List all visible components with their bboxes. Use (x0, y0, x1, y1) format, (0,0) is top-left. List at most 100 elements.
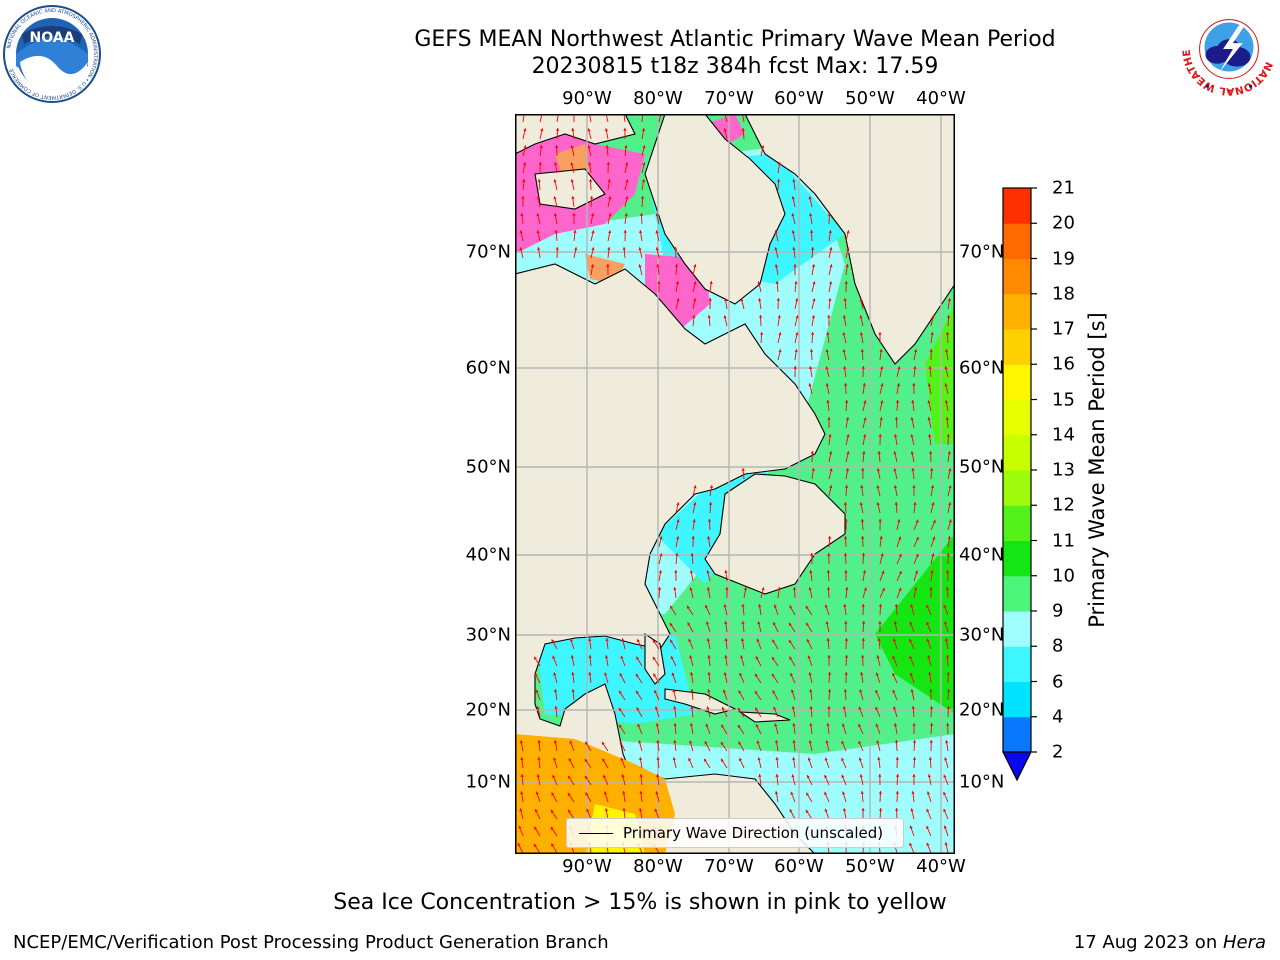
wave-arrow-head (929, 740, 933, 743)
colorbar-tick-label: 6 (1052, 671, 1064, 692)
wave-arrow-head (675, 281, 680, 285)
wave-arrow-head (842, 706, 847, 710)
wave-arrow-head (898, 570, 902, 575)
wave-arrow-head (740, 298, 744, 302)
wave-arrow-head (894, 417, 899, 420)
wave-arrow-head (845, 417, 850, 421)
colorbar-segment (1003, 258, 1031, 295)
wave-arrow-head (707, 519, 712, 522)
wave-arrow-head (861, 621, 866, 624)
wave-arrow-head (686, 605, 690, 609)
wave-arrow-head (771, 656, 775, 661)
wave-arrow-head (893, 706, 897, 710)
wave-arrow-head (519, 808, 523, 812)
wave-arrow-head (570, 179, 574, 183)
wave-arrow-head (809, 366, 813, 370)
wave-arrow-head (656, 757, 660, 760)
wave-arrow-head (861, 536, 865, 539)
wave-arrow-head (795, 298, 799, 302)
wave-arrow-head (571, 128, 575, 132)
lon-label: 70°W (704, 88, 754, 109)
wave-arrow-head (791, 706, 796, 710)
wave-arrow-head (623, 128, 627, 131)
wave-arrow-head (944, 621, 948, 625)
wave-arrow-head (824, 604, 828, 608)
wave-arrow-head (725, 587, 729, 590)
wave-arrow-head (808, 196, 812, 200)
wave-arrow-head (931, 502, 935, 506)
wave-arrow-head (569, 638, 574, 642)
lon-label: 40°W (916, 88, 966, 109)
wave-arrow-head (792, 179, 796, 183)
wave-arrow-head (944, 757, 948, 761)
wave-arrow-head (554, 706, 558, 709)
wave-arrow-head (693, 264, 697, 268)
wave-arrow-head (625, 162, 629, 166)
wave-arrow-head (863, 400, 867, 404)
period-region-10-11s (875, 534, 955, 714)
wave-arrow-head (602, 758, 606, 762)
wave-arrow-head (894, 502, 898, 505)
wave-arrow-head (520, 213, 524, 217)
wave-arrow-head (809, 349, 814, 352)
colorbar-segment (1003, 434, 1031, 471)
wave-arrow-head (534, 656, 538, 660)
wave-arrow-head (893, 468, 897, 472)
noaa-logo-text: NOAA (30, 30, 75, 46)
wave-arrow-head (523, 145, 527, 149)
wave-arrow-head (795, 332, 799, 336)
wave-arrow-head (843, 366, 847, 370)
wave-arrow-head (608, 196, 612, 200)
wave-arrow-head (842, 808, 847, 812)
wave-arrow-head (825, 740, 829, 744)
colorbar-tick-label: 21 (1052, 177, 1075, 199)
wave-arrow-head (689, 655, 693, 659)
wave-arrow-head (844, 672, 848, 675)
lon-label: 60°W (774, 88, 824, 109)
wave-arrow-head (604, 655, 609, 659)
wave-arrow-head (859, 332, 864, 336)
wave-arrow-head (601, 741, 605, 746)
wave-arrow-head (829, 451, 833, 455)
wave-arrow-head (776, 179, 781, 182)
wave-arrow-head (690, 689, 694, 692)
wave-arrow-head (707, 315, 711, 318)
wave-arrow-head (757, 757, 761, 761)
wave-arrow-head (875, 706, 879, 711)
wave-arrow-head (927, 417, 931, 421)
wave-arrow-head (912, 774, 916, 777)
wave-arrow-head (690, 706, 694, 709)
wave-arrow-head (861, 638, 866, 641)
wave-arrow-head (825, 366, 829, 370)
wave-arrow-head (945, 332, 950, 335)
wave-arrow-head (878, 808, 883, 811)
wave-arrow-head (772, 690, 776, 694)
wave-arrow-head (758, 298, 762, 302)
wave-arrow-head (772, 622, 776, 626)
wave-arrow-head (523, 128, 527, 132)
wave-arrow-head (893, 723, 898, 727)
wave-arrow-head (693, 502, 697, 506)
wave-arrow-head (895, 791, 900, 794)
wave-arrow-head (604, 128, 609, 132)
colorbar-label: Primary Wave Mean Period [s] (1085, 312, 1109, 628)
wave-arrow-head (606, 162, 610, 165)
wave-arrow-head (670, 639, 674, 643)
wave-arrow-head (893, 485, 898, 489)
wave-arrow-head (619, 741, 623, 745)
wave-arrow-head (550, 809, 554, 814)
wave-arrow-head (642, 162, 646, 166)
wave-arrow-head (570, 655, 574, 659)
wave-arrow-head (777, 587, 781, 591)
wave-arrow-head (861, 553, 866, 556)
wave-arrow (658, 114, 662, 123)
wave-arrow-head (858, 740, 862, 745)
wave-arrow-head (571, 196, 575, 200)
colorbar-segment (1003, 611, 1031, 647)
wave-arrow-head (657, 281, 661, 284)
wave-arrow-head (947, 536, 951, 540)
wave-arrow-head (809, 689, 813, 693)
wave-arrow-head (844, 638, 849, 641)
wave-arrow-head (860, 485, 864, 489)
wave-arrow-head (555, 247, 559, 250)
